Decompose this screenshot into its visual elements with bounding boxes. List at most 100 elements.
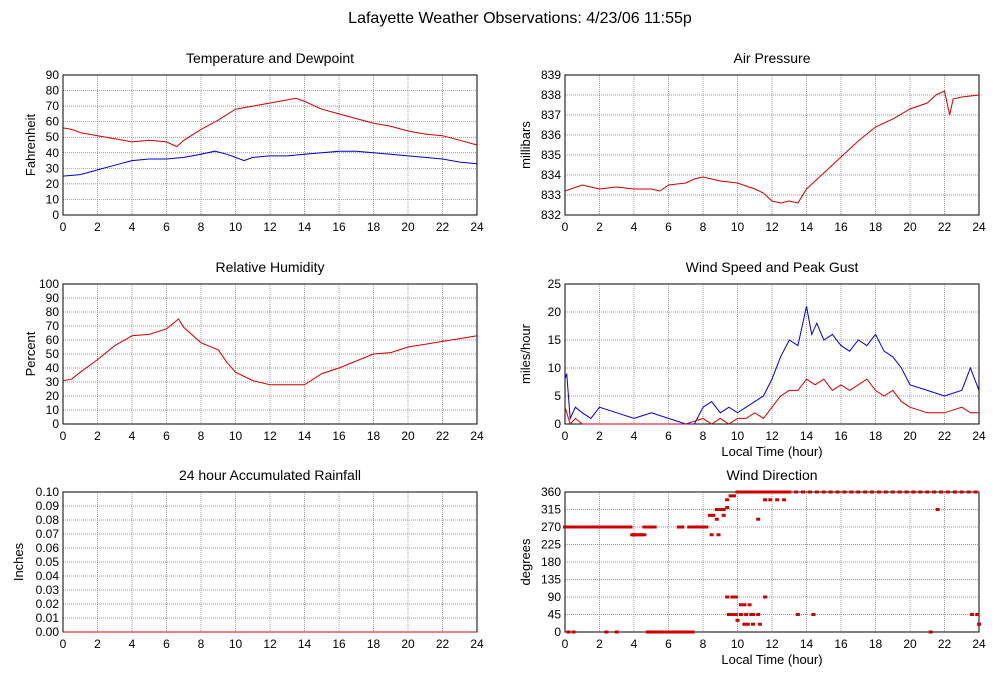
winddir-point (638, 533, 643, 537)
winddir-point (876, 490, 881, 494)
winddir-point (733, 595, 738, 599)
temp-x-tick-label: 18 (367, 220, 381, 234)
page-title: Lafayette Weather Observations: 4/23/06 … (348, 10, 692, 27)
wind-y-tick-label: 20 (548, 305, 562, 319)
winddir-point (780, 490, 785, 494)
temp-y-tick-label: 20 (46, 177, 60, 191)
winddir-point (666, 630, 671, 634)
rain-x-tick-label: 18 (367, 637, 381, 651)
temp-series-line-1 (62, 150, 478, 177)
humidity-x-tick-label: 18 (367, 429, 381, 443)
winddir-point (749, 490, 754, 494)
winddir-point (795, 613, 800, 616)
winddir-point (744, 613, 749, 616)
temp-x-tick-label: 14 (298, 220, 312, 234)
winddir-point (645, 630, 650, 634)
humidity-y-tick-label: 30 (46, 375, 60, 389)
winddir-point (763, 498, 768, 502)
winddir-point (721, 513, 726, 517)
winddir-y-tick-label: 0 (554, 625, 561, 639)
pressure-x-tick-label: 2 (596, 220, 603, 234)
rain-x-tick-label: 12 (263, 637, 277, 651)
winddir-point (594, 525, 599, 529)
winddir-point (590, 525, 595, 529)
winddir-point (614, 525, 619, 529)
rain-x-tick-label: 22 (436, 637, 450, 651)
winddir-point (621, 525, 626, 529)
winddir-point (835, 490, 840, 494)
winddir-point (745, 490, 750, 494)
winddir-point (911, 490, 916, 494)
winddir-point (683, 630, 688, 634)
winddir-point (604, 630, 609, 634)
humidity-x-tick-label: 10 (229, 429, 243, 443)
winddir-x-tick-label: 6 (665, 637, 672, 651)
wind-x-tick-label: 4 (631, 429, 638, 443)
winddir-point (618, 525, 623, 529)
rain-x-tick-label: 6 (163, 637, 170, 651)
winddir-point (928, 630, 933, 634)
winddir-point (751, 622, 756, 626)
wind-y-tick-label: 10 (548, 361, 562, 375)
winddir-point (738, 490, 743, 494)
humidity-x-tick-label: 24 (470, 429, 484, 443)
winddir-point (642, 525, 647, 529)
winddir-point (977, 622, 981, 626)
winddir-point (735, 618, 740, 622)
wind-x-tick-label: 12 (765, 429, 779, 443)
winddir-point (973, 490, 978, 494)
rain-x-tick-label: 8 (198, 637, 205, 651)
winddir-point (690, 525, 695, 529)
winddir-point (759, 490, 764, 494)
humidity-x-tick-label: 6 (163, 429, 170, 443)
winddir-point (701, 525, 705, 529)
winddir-point (756, 517, 761, 521)
winddir-point (925, 490, 930, 494)
temp-y-tick-label: 90 (46, 68, 60, 82)
winddir-point (870, 490, 875, 494)
winddir-point (583, 525, 588, 529)
winddir-point (649, 525, 654, 529)
humidity-y-tick-label: 20 (46, 389, 60, 403)
rain-x-tick-label: 24 (470, 637, 484, 651)
wind-x-tick-label: 18 (869, 429, 883, 443)
winddir-point (897, 490, 902, 494)
temp-x-tick-label: 12 (263, 220, 277, 234)
pressure-y-tick-label: 835 (541, 148, 561, 162)
winddir-point (890, 490, 895, 494)
winddir-point (711, 513, 716, 517)
humidity-x-tick-label: 2 (94, 429, 101, 443)
winddir-y-tick-label: 90 (548, 590, 562, 604)
winddir-point (697, 525, 702, 529)
humidity-x-tick-label: 20 (401, 429, 415, 443)
winddir-point (563, 525, 567, 529)
wind-x-tick-label: 2 (596, 429, 603, 443)
winddir-point (904, 490, 909, 494)
pressure-x-tick-label: 20 (903, 220, 917, 234)
winddir-point (571, 630, 576, 634)
temp-title: Temperature and Dewpoint (186, 50, 354, 66)
winddir-point (611, 525, 616, 529)
winddir-point (730, 613, 735, 616)
winddir-point (607, 525, 612, 529)
winddir-point (773, 490, 778, 494)
temp-x-tick-label: 0 (60, 220, 67, 234)
wind-x-axis-label: Local Time (hour) (721, 444, 822, 459)
winddir-point (766, 490, 771, 494)
winddir-point (625, 525, 630, 529)
rain-y-axis-label: Inches (11, 542, 26, 581)
winddir-point (814, 490, 819, 494)
humidity-y-tick-label: 0 (52, 417, 59, 431)
winddir-point (628, 525, 633, 529)
winddir-point (932, 490, 937, 494)
winddir-x-tick-label: 12 (765, 637, 779, 651)
winddir-point (856, 490, 861, 494)
wind-title: Wind Speed and Peak Gust (686, 259, 859, 275)
pressure-plot-frame (564, 74, 980, 216)
winddir-point (614, 630, 619, 634)
pressure-x-tick-label: 12 (765, 220, 779, 234)
